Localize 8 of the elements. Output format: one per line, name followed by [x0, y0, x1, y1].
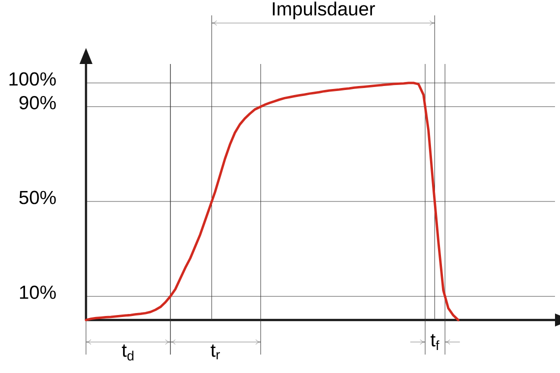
text: Impulsdauer	[272, 2, 375, 20]
text: t$_{d}$	[122, 344, 134, 361]
text: t$_{f}$	[430, 334, 440, 350]
y-tick-label: 50%	[19, 190, 56, 204]
text: t$_{r}$	[210, 344, 220, 360]
y-tick-label: 10%	[20, 286, 56, 299]
y-tick-label: 100%	[10, 72, 56, 86]
y-tick-label: 90%	[19, 96, 56, 110]
